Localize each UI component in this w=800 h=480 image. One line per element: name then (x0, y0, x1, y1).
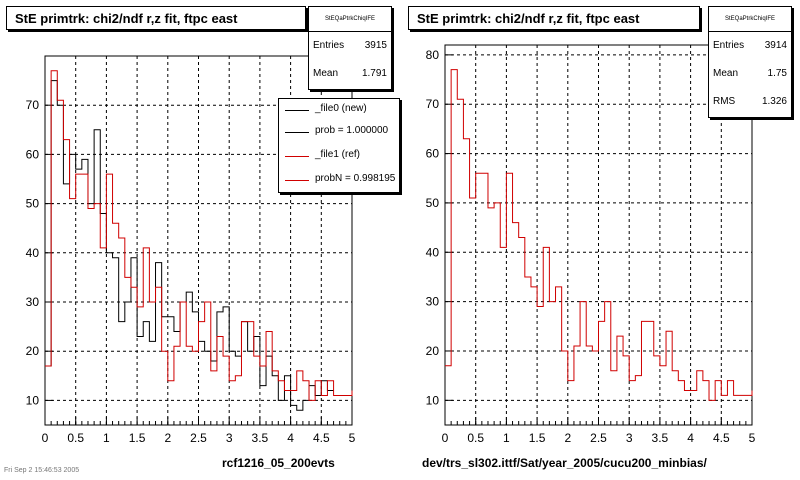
right-xtick-label-6: 3 (626, 431, 633, 445)
right-plot-title: StE primtrk: chi2/ndf r,z fit, ftpc east (408, 6, 700, 30)
left-series-file1-line (45, 70, 353, 401)
legend-text-probn: probN = 0.998195 (315, 173, 396, 184)
right-xtick-label-7: 3.5 (652, 431, 669, 445)
left-ytick-label-2: 30 (26, 295, 40, 309)
left-stats-name: StEQaPtrkChiqIFE (309, 7, 391, 32)
right-stats-mean-label: Mean (713, 68, 739, 79)
left-stats-mean-label: Mean (313, 68, 339, 79)
right-stats-mean-row: Mean 1.75 (709, 60, 791, 88)
right-stats-name: StEQaPtrkChiqIFE (709, 7, 791, 32)
right-ytick-label-5: 60 (426, 147, 440, 161)
right-stats-entries-row: Entries 3914 (709, 32, 791, 60)
left-stats-entries-label: Entries (313, 40, 345, 51)
right-histogram-plot: 0 0.5 1 1.5 2 2.5 3 3.5 4 4.5 5 10 20 30 40 50 60 70 80 (426, 44, 756, 445)
right-ytick-label-1: 20 (426, 344, 440, 358)
right-ytick-label-2: 30 (426, 295, 440, 309)
right-ytick-label-7: 80 (426, 48, 440, 62)
right-stats-entries-value: 3914 (764, 40, 787, 51)
left-xtick-label-6: 3 (226, 431, 233, 445)
legend-text-file0: _file0 (new) (315, 103, 367, 114)
right-xtick-label-5: 2.5 (590, 431, 607, 445)
right-ytick-label-3: 40 (426, 245, 440, 259)
left-plot-title: StE primtrk: chi2/ndf r,z fit, ftpc east (6, 6, 306, 30)
left-ytick-label-3: 40 (26, 246, 40, 260)
legend-item-probn: probN = 0.998195 (279, 169, 399, 191)
right-ytick-label-0: 10 (426, 393, 440, 407)
left-stats-entries-value: 3915 (364, 40, 387, 51)
right-series-file1-line (445, 69, 753, 401)
right-histogram-panel: 0 0.5 1 1.5 2 2.5 3 3.5 4 4.5 5 10 20 30 40 50 60 70 80 St… (400, 0, 800, 480)
right-plot-frame (444, 44, 753, 426)
left-xtick-label-1: 0.5 (67, 431, 84, 445)
legend-line-file1 (285, 156, 309, 157)
left-ytick-label-1: 20 (26, 344, 40, 358)
right-stats-rms-row: RMS 1.326 (709, 88, 791, 116)
legend-line-file0 (285, 110, 309, 111)
left-xtick-label-4: 2 (164, 431, 171, 445)
legend-item-file1: _file1 (ref) (279, 145, 399, 167)
left-stats-mean-value: 1.791 (361, 68, 387, 79)
left-ytick-label-6: 70 (26, 98, 40, 112)
right-stats-rms-value: 1.326 (761, 96, 787, 107)
right-stats-mean-value: 1.75 (767, 68, 787, 79)
left-ytick-label-0: 10 (26, 393, 40, 407)
left-xtick-label-0: 0 (42, 431, 49, 445)
legend-line-probn (285, 180, 309, 181)
right-ytick-label-6: 70 (426, 97, 440, 111)
right-x-axis-label: dev/trs_sl302.ittf/Sat/year_2005/cucu200… (422, 456, 707, 470)
legend-text-prob: prob = 1.000000 (315, 125, 389, 136)
left-legend: _file0 (new) prob = 1.000000 _file1 (ref… (278, 98, 400, 193)
left-xtick-label-10: 5 (349, 431, 356, 445)
legend-item-prob: prob = 1.000000 (279, 121, 399, 143)
legend-line-prob (285, 132, 309, 133)
left-xtick-label-7: 3.5 (252, 431, 269, 445)
left-stats-box: StEQaPtrkChiqIFE Entries 3915 Mean 1.791 (308, 6, 392, 90)
left-histogram-panel: 0 0.5 1 1.5 2 2.5 3 3.5 4 4.5 5 10 20 30 40 50 60 70 StE … (4, 6, 400, 474)
left-stats-mean-row: Mean 1.791 (309, 60, 391, 88)
timestamp-footer: Fri Sep 2 15:46:53 2005 (4, 467, 80, 474)
right-ytick-label-4: 50 (426, 196, 440, 210)
right-stats-entries-label: Entries (713, 40, 745, 51)
left-xtick-label-5: 2.5 (190, 431, 207, 445)
left-stats-entries-row: Entries 3915 (309, 32, 391, 60)
left-x-axis-label: rcf1216_05_200evts (222, 456, 335, 470)
right-xtick-label-4: 2 (564, 431, 571, 445)
right-stats-rms-label: RMS (713, 96, 736, 107)
right-xtick-label-2: 1 (503, 431, 510, 445)
right-xtick-label-1: 0.5 (467, 431, 484, 445)
legend-item-file0: _file0 (new) (279, 99, 399, 121)
left-xtick-label-8: 4 (287, 431, 294, 445)
right-stats-box: StEQaPtrkChiqIFE Entries 3914 Mean 1.75 … (708, 6, 792, 118)
right-xtick-label-8: 4 (687, 431, 694, 445)
left-xtick-label-2: 1 (103, 431, 110, 445)
left-xtick-label-9: 4.5 (313, 431, 330, 445)
left-ytick-label-4: 50 (26, 197, 40, 211)
right-xtick-label-10: 5 (749, 431, 756, 445)
right-xtick-label-3: 1.5 (529, 431, 546, 445)
right-xtick-label-9: 4.5 (713, 431, 730, 445)
left-xtick-label-3: 1.5 (129, 431, 146, 445)
left-ytick-label-5: 60 (26, 147, 40, 161)
legend-text-file1: _file1 (ref) (315, 149, 361, 160)
right-xtick-label-0: 0 (442, 431, 449, 445)
